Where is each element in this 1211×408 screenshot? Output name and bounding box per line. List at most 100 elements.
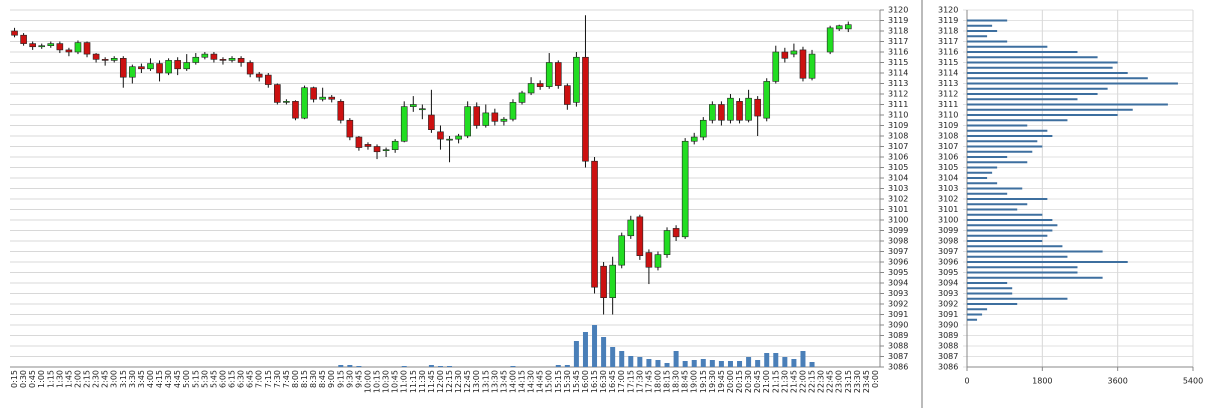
x-tick-label: 23:00 [835, 370, 844, 393]
candle-body [147, 63, 154, 70]
volume-bar [592, 325, 598, 367]
y-tick-label: 3094 [888, 279, 908, 288]
x-tick-label: 22:45 [826, 370, 835, 393]
volume-bar [510, 366, 516, 367]
y-tick-label: 3088 [938, 342, 958, 351]
x-tick-label: 3:45 [137, 370, 146, 388]
x-tick-label: 20:00 [726, 370, 735, 393]
candle-body [92, 53, 100, 60]
y-tick-label: 3111 [888, 100, 908, 109]
x-tick-label: 4:15 [155, 370, 164, 388]
y-tick-label: 3119 [888, 16, 908, 25]
x-tick-label: 11:45 [427, 370, 436, 393]
candle-body [464, 106, 471, 137]
candle-body [201, 53, 209, 58]
x-tick-label: 5:45 [209, 370, 218, 388]
candle-body [573, 56, 580, 103]
profile-bar [967, 161, 1028, 164]
candle-body [437, 131, 444, 140]
candle-body [83, 42, 91, 55]
x-tick-label: 5:00 [182, 370, 191, 388]
volume-bar [447, 366, 453, 367]
candle-body [310, 87, 317, 100]
candle-body [554, 62, 562, 86]
profile-bar [967, 40, 1008, 43]
x-tick-label: 20:30 [744, 370, 753, 393]
y-tick-label: 3101 [888, 205, 908, 214]
profile-bar [967, 182, 998, 185]
profile-bar [967, 297, 1068, 300]
x-tick-label: 3:00 [110, 370, 119, 388]
candle-body [11, 30, 18, 36]
x-tick-label: 13:00 [472, 370, 481, 393]
x-tick-label: 19:15 [699, 370, 708, 393]
volume-bar [356, 366, 362, 367]
candle-body [20, 34, 27, 44]
profile-bar [967, 140, 1038, 143]
profile-bar [967, 255, 1068, 258]
y-tick-label: 3093 [888, 289, 908, 298]
x-tick-label: 1:00 [37, 370, 46, 388]
candle-body [382, 149, 390, 151]
profile-bar [967, 103, 1168, 106]
profile-bar [967, 24, 993, 27]
candle-body [536, 83, 544, 87]
volume-bar [800, 351, 806, 367]
candle-body [264, 74, 272, 85]
x-tick-label: 0:15 [10, 370, 19, 388]
profile-bar [967, 156, 1008, 158]
y-tick-label: 3120 [938, 6, 958, 15]
x-tick-label: 12:30 [454, 370, 463, 393]
y-tick-label: 3090 [938, 321, 958, 330]
x-tick-label: 16:30 [599, 370, 608, 393]
x-tick-label: 11:00 [400, 370, 409, 393]
x-tick-label: 7:00 [255, 370, 264, 388]
candle-body [636, 216, 644, 257]
profile-bar [967, 82, 1178, 85]
profile-bar [967, 229, 1053, 232]
x-tick-label: 19:00 [690, 370, 699, 393]
x-tick-label: 20:45 [753, 370, 762, 393]
x-tick-label: 17:15 [626, 370, 635, 393]
profile-bar [967, 198, 1048, 200]
candle-body [736, 101, 743, 121]
x-tick-label: 8:00 [291, 370, 300, 388]
x-tick-label: 16:15 [590, 370, 599, 393]
x-tick-label: 23:15 [844, 370, 853, 393]
candle-body [65, 49, 73, 53]
candle-body [119, 57, 127, 78]
x-tick-label: 3:15 [119, 370, 128, 388]
profile-bar [967, 234, 1048, 237]
y-tick-label: 3089 [938, 331, 958, 340]
profile-bar [967, 119, 1068, 122]
x-tick-label: 3600 [1107, 377, 1127, 386]
profile-bar [967, 240, 1043, 242]
x-tick-label: 7:30 [273, 370, 282, 388]
y-tick-label: 3112 [938, 90, 958, 99]
volume-bar [764, 353, 770, 367]
candle-body [527, 83, 535, 94]
x-tick-label: 4:30 [164, 370, 173, 388]
candle-body [826, 27, 834, 53]
candle-body [491, 112, 499, 122]
y-tick-label: 3095 [888, 268, 908, 277]
y-tick-label: 3103 [938, 184, 958, 193]
x-tick-label: 0:00 [871, 370, 880, 388]
volume-bar [682, 361, 688, 367]
y-tick-label: 3086 [938, 363, 958, 372]
profile-bar [967, 150, 1033, 153]
candle-body [337, 101, 345, 121]
y-tick-label: 3087 [888, 352, 908, 361]
volume-bar [673, 351, 679, 367]
volume-bar [737, 361, 743, 367]
candle-body [156, 63, 163, 74]
y-tick-label: 3100 [938, 216, 958, 225]
y-tick-label: 3108 [938, 132, 958, 141]
volume-bar [646, 359, 652, 367]
x-tick-label: 15:30 [563, 370, 572, 393]
profile-bar [967, 30, 998, 32]
profile-bar [967, 145, 1043, 148]
volume-bar [709, 360, 715, 367]
x-tick-label: 10:00 [363, 370, 372, 393]
volume-bar [791, 359, 797, 367]
